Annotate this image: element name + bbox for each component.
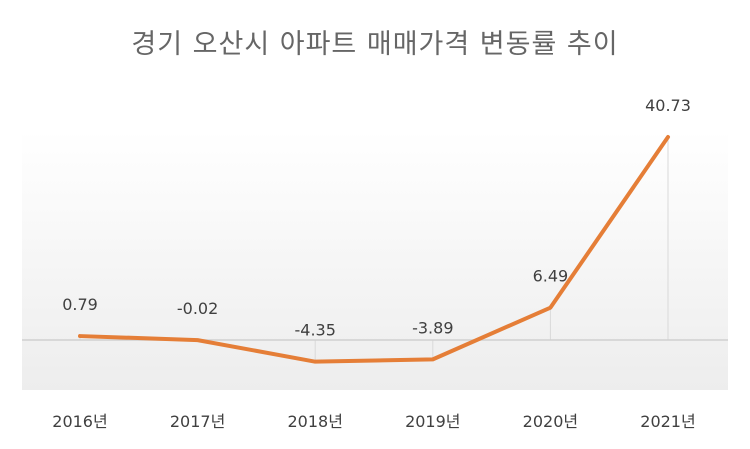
plot-area <box>22 130 728 390</box>
x-tick-label: 2016년 <box>52 412 107 431</box>
x-tick-label: 2017년 <box>170 412 225 431</box>
x-tick-label: 2019년 <box>405 412 460 431</box>
data-labels: 0.79 -0.02 -4.35 -3.89 6.49 40.73 <box>62 96 691 340</box>
x-axis-ticks: 2016년 2017년 2018년 2019년 2020년 2021년 <box>52 412 695 431</box>
x-tick-label: 2018년 <box>287 412 342 431</box>
data-label: 0.79 <box>62 295 98 314</box>
drop-lines <box>79 137 669 362</box>
data-label: -0.02 <box>177 299 218 318</box>
chart-title: 경기 오산시 아파트 매매가격 변동률 추이 <box>131 29 618 60</box>
data-label: -3.89 <box>412 318 453 337</box>
series-line <box>78 135 670 364</box>
x-tick-label: 2021년 <box>640 412 695 431</box>
data-label: -4.35 <box>294 321 335 340</box>
x-tick-label: 2020년 <box>523 412 578 431</box>
data-label: 6.49 <box>533 267 569 286</box>
data-label: 40.73 <box>645 96 691 115</box>
